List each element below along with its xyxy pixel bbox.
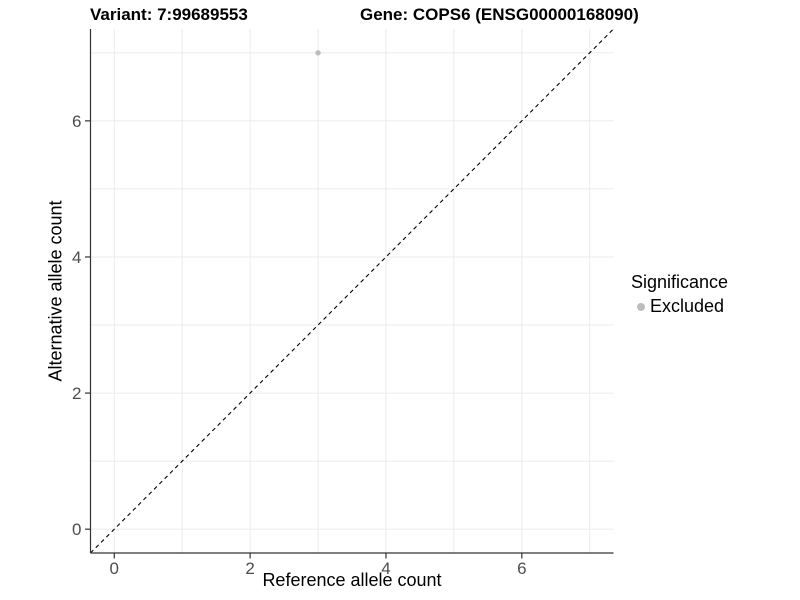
x-tick-label: 6 (517, 559, 526, 578)
x-tick-label: 4 (381, 559, 390, 578)
x-tick-label: 2 (245, 559, 254, 578)
y-axis-title: Alternative allele count (45, 200, 66, 382)
data-point (315, 50, 321, 56)
y-tick-label: 0 (72, 520, 81, 539)
y-tick-label: 6 (72, 112, 81, 131)
identity-reference-line (90, 28, 614, 554)
legend-item-label: Excluded (650, 296, 725, 316)
x-axis-title: Reference allele count (262, 570, 442, 590)
plot-title-variant: Variant: 7:99689553 (90, 5, 248, 24)
legend-point-icon (637, 302, 645, 311)
legend: Significance Excluded (629, 272, 728, 317)
x-tick-label: 0 (110, 559, 119, 578)
legend-title: Significance (631, 272, 729, 292)
y-tick-label: 2 (72, 384, 81, 403)
legend-item-excluded: Excluded (629, 296, 728, 317)
y-tick-label: 4 (72, 248, 81, 267)
plot-title-gene: Gene: COPS6 (ENSG00000168090) (360, 5, 639, 24)
